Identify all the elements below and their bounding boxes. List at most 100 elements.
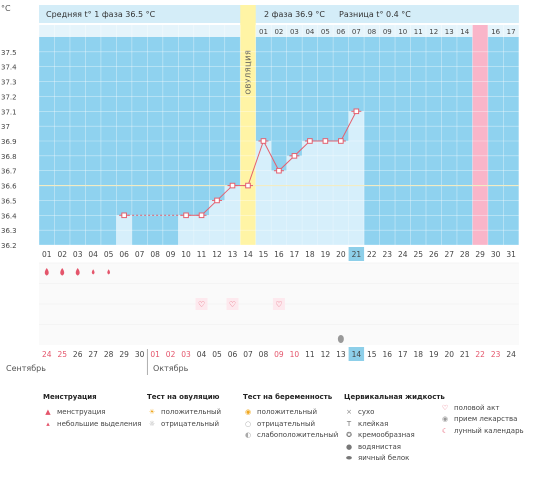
y-tick-label: 37.5 — [1, 49, 17, 57]
unit-label: °C — [1, 4, 11, 13]
positive-ovulation-icon: ☀ — [148, 408, 156, 417]
temperature-segment — [247, 140, 264, 186]
y-tick-label: 37.4 — [1, 64, 17, 72]
temperature-point — [291, 153, 298, 159]
y-tick-label: 37 — [1, 123, 10, 131]
month-label-october: Октябрь — [153, 364, 189, 373]
cycle-day-label: 09 — [166, 250, 176, 259]
top-day-label: 07 — [352, 28, 361, 36]
calendar-date-label: 24 — [42, 350, 52, 359]
legend-title: Менструация — [43, 393, 97, 401]
y-tick-label: 37.1 — [1, 108, 17, 116]
cycle-day-label: 21 — [352, 250, 362, 259]
top-day-label: 09 — [383, 28, 392, 36]
cycle-day-label: 23 — [383, 250, 393, 259]
calendar-date-label: 29 — [119, 350, 129, 359]
calendar-date-label: 18 — [413, 350, 423, 359]
cycle-day-label: 12 — [212, 250, 222, 259]
y-tick-label: 36.3 — [1, 227, 17, 235]
calendar-date-label: 24 — [506, 350, 516, 359]
temperature-column — [348, 111, 365, 246]
temperature-point — [183, 212, 189, 219]
temperature-point — [214, 197, 220, 204]
calendar-date-label: 28 — [104, 350, 114, 359]
legend-label: положительный — [161, 408, 222, 417]
legend-item: × сухо — [344, 407, 445, 418]
temperature-point — [198, 212, 205, 219]
menstruation-icon — [60, 268, 65, 276]
legend-label: небольшие выделения — [57, 419, 142, 428]
top-day-label: 04 — [305, 28, 314, 36]
top-day-label: 11 — [414, 28, 423, 36]
temperature-column — [333, 141, 349, 245]
top-row — [39, 25, 519, 37]
legend-title: Цервикальная жидкость — [344, 393, 445, 401]
calendar-date-label: 01 — [150, 350, 160, 359]
menstruation-icon — [44, 268, 49, 276]
calendar-date-label: 14 — [352, 350, 362, 359]
legend-label: клейкая — [358, 419, 389, 428]
heart-icon: ♡ — [275, 300, 282, 309]
y-tick-label: 36.2 — [1, 242, 17, 250]
cycle-day-label: 08 — [150, 250, 160, 259]
calendar-date-label: 21 — [460, 350, 470, 359]
cycle-day-label: 26 — [429, 250, 439, 259]
legend-label: менструация — [57, 408, 106, 417]
top-day-label: 02 — [274, 28, 283, 36]
heart-cell — [195, 298, 208, 310]
temperature-point — [353, 108, 360, 115]
spotting-icon: ▴ — [46, 419, 50, 428]
top-day-label: 14 — [460, 28, 469, 36]
top-day-label: 03 — [290, 28, 299, 36]
menstruation-icon — [75, 268, 80, 276]
legend-item: ♡ половой акт — [440, 403, 524, 414]
temperature-column — [317, 141, 334, 245]
calendar-date-label: 16 — [383, 350, 393, 359]
temperature-column — [271, 170, 287, 245]
top-day-label: 01 — [259, 28, 268, 36]
cycle-day-label: 16 — [274, 250, 284, 259]
cycle-day-label: 01 — [42, 250, 52, 259]
legend-item: ☼ отрицательный — [147, 419, 221, 430]
calendar-date-label: 09 — [274, 350, 284, 359]
negative-pregnancy-icon: ○ — [244, 419, 252, 428]
legend-item: ✪ кремообразная — [344, 430, 445, 441]
moon-icon: ☾ — [441, 426, 449, 435]
legend-label: отрицательный — [257, 419, 316, 428]
calendar-date-label: 13 — [336, 350, 346, 359]
legend-item: ◉ положительный — [243, 407, 338, 418]
calendar-date-label: 04 — [197, 350, 207, 359]
heart-cell — [272, 298, 285, 310]
top-day-label: 10 — [398, 28, 407, 36]
cycle-day-label: 22 — [367, 250, 377, 259]
legend-title: Тест на овуляцию — [147, 393, 220, 401]
top-day-label: 12 — [429, 28, 438, 36]
y-tick-label: 37.2 — [1, 93, 17, 101]
legend-title: Тест на беременность — [243, 393, 333, 401]
cycle-day-label: 19 — [321, 250, 331, 259]
ovulation-label: ОВУЛЯЦИЯ — [244, 49, 252, 94]
header-strip — [39, 5, 519, 23]
calendar-date-label: 08 — [259, 350, 269, 359]
legend-item: ○ отрицательный — [243, 419, 338, 430]
calendar-date-label: 26 — [73, 350, 83, 359]
phase2-average: 2 фаза 36.9 °C — [264, 10, 325, 19]
legend-label: половой акт — [454, 404, 500, 412]
temperature-point — [322, 138, 329, 144]
calendar-date-label: 05 — [212, 350, 222, 359]
heart-cell — [226, 298, 239, 310]
calendar-date-label: 17 — [398, 350, 408, 359]
temperature-difference: Разница t° 0.4 °C — [339, 10, 411, 19]
egg-white-icon: ⬬ — [346, 454, 352, 463]
month-row: Сентябрь Октябрь — [0, 364, 550, 378]
cycle-day-label: 30 — [491, 250, 501, 259]
calendar-date-label: 30 — [135, 350, 145, 359]
calendar-date-label: 10 — [290, 350, 300, 359]
legend-label: лунный календарь — [454, 426, 524, 435]
legend-label: положительный — [257, 408, 318, 417]
temperature-point — [245, 182, 251, 189]
cycle-day-label: 06 — [119, 250, 129, 259]
heart-icon: ♡ — [441, 404, 449, 412]
